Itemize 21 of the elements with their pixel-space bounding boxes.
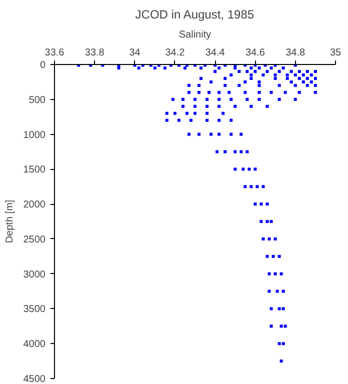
- y-tick-label: 500: [28, 94, 46, 106]
- x-tick-label: 33.6: [44, 48, 65, 58]
- x-axis-title: Salinity: [178, 30, 212, 40]
- x-tick-label: 34.4: [205, 48, 226, 58]
- x-tick-label: 34: [129, 48, 141, 58]
- y-tick-label: 2000: [23, 200, 46, 211]
- y-tick-label: 4000: [23, 339, 46, 350]
- y-tick-label: 3500: [23, 304, 46, 316]
- y-tick-label: 1500: [23, 164, 46, 176]
- x-tick-label: 34.8: [286, 48, 306, 58]
- y-tick-label: 4500: [23, 374, 46, 384]
- y-tick-label: 1000: [23, 130, 46, 141]
- y-axis-title: Depth [m]: [4, 200, 16, 244]
- y-tick-label: 3000: [23, 269, 46, 280]
- chart-title: JCOD in August, 1985: [135, 8, 254, 22]
- x-tick-label: 34.2: [165, 48, 186, 58]
- x-tick-label: 35: [330, 48, 342, 58]
- y-tick-label: 0: [40, 60, 46, 71]
- x-tick-label: 34.6: [245, 48, 266, 58]
- y-tick-label: 2500: [23, 234, 46, 246]
- x-tick-label: 33.8: [84, 48, 105, 58]
